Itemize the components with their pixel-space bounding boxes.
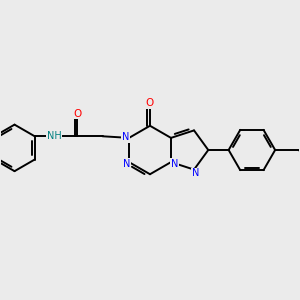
Text: N: N (192, 169, 199, 178)
Text: N: N (123, 159, 130, 169)
Text: NH: NH (47, 131, 61, 141)
Text: N: N (170, 159, 178, 169)
Text: O: O (73, 109, 82, 119)
Text: N: N (122, 132, 130, 142)
Text: O: O (146, 98, 154, 109)
